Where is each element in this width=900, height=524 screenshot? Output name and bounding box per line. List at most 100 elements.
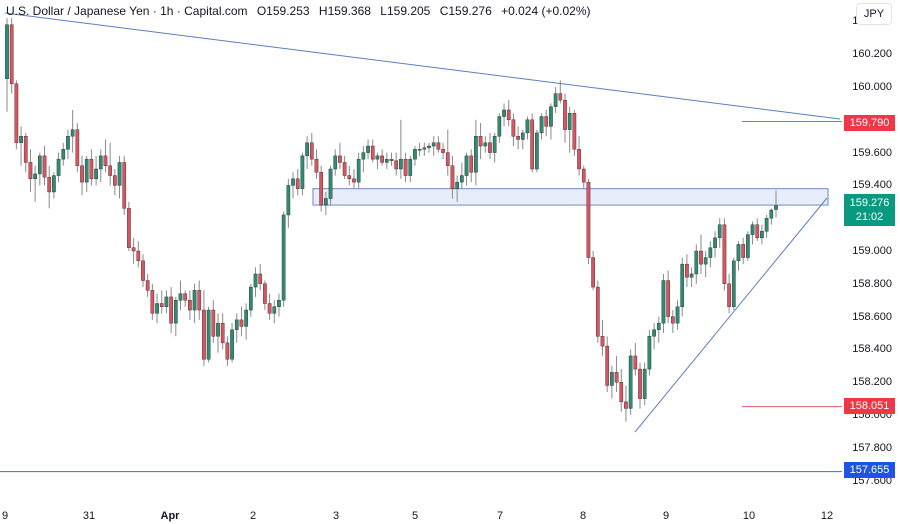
candle-down [755,224,760,239]
price-axis-tick: 158.600 [852,310,892,323]
candle-up [98,155,103,170]
candle-up [244,309,248,327]
candle-up [628,355,633,409]
candle-down [202,309,206,360]
candle-up [52,175,56,193]
time-axis-tick: 2 [249,510,257,522]
candle-down [445,152,450,166]
support-price-tag: 158.051 [844,398,895,414]
candle-down [258,273,263,284]
candle-up [248,286,253,311]
candle-down [183,293,188,301]
candle-up [356,158,361,183]
candle-up [474,135,478,173]
candle-up [656,322,661,330]
candle-up [408,158,413,176]
candle-down [516,135,520,140]
candle-down [122,162,127,209]
time-axis-tick: 10 [742,510,756,522]
candle-down [722,224,727,284]
candle-down [42,155,47,178]
descending-resistance-trendline [4,12,841,120]
candle-down [23,135,28,163]
low-line-price-value: 157.655 [849,464,890,476]
ohlc-low: L159.205 [380,4,431,18]
ohlc-high: H159.368 [318,4,371,18]
candle-up [713,237,717,248]
candle-down [506,109,511,120]
candle-up [192,290,197,311]
candle-up [281,214,286,301]
price-axis-tick: 159.600 [852,146,892,159]
candle-down [600,336,605,347]
candle-down [338,155,342,163]
price-axis-tick: 159.400 [852,179,892,192]
candle-up [178,293,183,301]
candle-up [300,155,305,189]
candle-up [431,142,436,147]
candle-up [750,224,755,235]
candle-down [14,83,19,143]
candle-up [567,113,572,130]
candle-up [525,119,530,134]
candle-up [642,368,647,399]
candle-down [572,113,577,150]
candle-up [652,329,656,337]
time-axis-tick: 9 [662,510,670,522]
candle-up [661,280,666,324]
candle-down [370,145,375,160]
candle-up [361,152,366,160]
candle-down [478,135,483,147]
candle-up [703,257,708,265]
candle-up [19,135,23,143]
candle-up [230,329,234,360]
candle-down [103,155,108,166]
candle-down [75,129,80,166]
candle-up [56,158,61,176]
candle-down [741,244,746,258]
candle-up [736,244,741,262]
candle-down [131,247,136,252]
candle-down [239,319,244,327]
candle-down [150,290,155,314]
candle-up [427,145,431,148]
candle-up [731,260,736,307]
candle-up [61,149,66,160]
candle-up [647,336,652,370]
currency-selector[interactable]: JPY [856,3,892,25]
resistance-price-tag: 159.790 [844,115,895,131]
candle-up [375,155,380,160]
candle-up [535,132,539,170]
candle-up [464,155,469,176]
price-axis-tick: 159.000 [852,245,892,257]
candle-down [666,280,670,317]
candle-down [145,280,150,291]
low-line-price-tag: 157.655 [844,462,895,478]
candle-down [558,93,563,101]
candle-up [216,322,220,337]
candle-down [671,316,675,324]
price-axis-tick: 158.400 [852,343,892,356]
candle-up [413,149,417,160]
candle-up [94,168,98,180]
candle-up [173,300,178,324]
candle-down [595,286,600,337]
candle-up [66,135,70,150]
candle-down [220,322,225,344]
time-axis-tick: 31 [82,510,96,522]
candle-down [488,142,492,153]
ohlc-close: C159.276 [439,4,492,18]
candle-down [352,178,356,183]
candle-down [638,368,642,399]
candle-up [746,234,750,258]
candle-down [295,178,300,189]
candle-down [530,119,535,170]
candle-down [394,160,399,170]
candle-up [70,129,75,137]
time-axis-tick: 8 [579,510,587,522]
candle-up [399,158,403,170]
candle-up [5,24,9,79]
candle-up [774,205,778,210]
